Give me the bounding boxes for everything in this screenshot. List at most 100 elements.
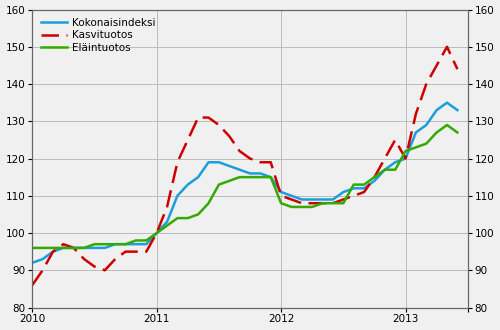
Eläintuotos [402,149,408,153]
Kasvituotos [424,82,430,86]
Kasvituotos [299,201,305,205]
Kasvituotos [29,283,35,287]
Kasvituotos [402,156,408,160]
Kokonaisindeksi [372,179,378,183]
Kokonaisindeksi [402,156,408,160]
Kasvituotos [112,257,118,261]
Kokonaisindeksi [226,164,232,168]
Kasvituotos [70,246,76,250]
Kokonaisindeksi [216,160,222,164]
Kokonaisindeksi [112,242,118,246]
Eläintuotos [278,201,284,205]
Kasvituotos [40,268,46,272]
Kokonaisindeksi [195,175,201,179]
Eläintuotos [112,242,118,246]
Eläintuotos [40,246,46,250]
Kasvituotos [50,250,56,254]
Kokonaisindeksi [122,242,128,246]
Kasvituotos [392,138,398,142]
Kokonaisindeksi [413,130,419,134]
Kasvituotos [185,138,191,142]
Eläintuotos [29,246,35,250]
Kokonaisindeksi [154,231,160,235]
Eläintuotos [247,175,253,179]
Kokonaisindeksi [299,198,305,202]
Kasvituotos [320,201,326,205]
Eläintuotos [102,242,108,246]
Eläintuotos [382,168,388,172]
Line: Eläintuotos: Eläintuotos [32,125,458,248]
Eläintuotos [70,246,76,250]
Kokonaisindeksi [309,198,315,202]
Eläintuotos [434,130,440,134]
Kasvituotos [102,268,108,272]
Kokonaisindeksi [288,194,294,198]
Kokonaisindeksi [340,190,346,194]
Kokonaisindeksi [92,246,98,250]
Kasvituotos [195,115,201,119]
Kasvituotos [81,257,87,261]
Kokonaisindeksi [258,172,264,176]
Eläintuotos [372,175,378,179]
Kokonaisindeksi [50,250,56,254]
Kokonaisindeksi [133,242,139,246]
Eläintuotos [350,182,356,186]
Kokonaisindeksi [268,175,274,179]
Kokonaisindeksi [382,168,388,172]
Line: Kokonaisindeksi: Kokonaisindeksi [32,103,458,263]
Kasvituotos [434,63,440,67]
Eläintuotos [424,142,430,146]
Kokonaisindeksi [247,172,253,176]
Kokonaisindeksi [60,246,66,250]
Eläintuotos [309,205,315,209]
Eläintuotos [154,231,160,235]
Eläintuotos [174,216,180,220]
Kasvituotos [60,242,66,246]
Kasvituotos [268,160,274,164]
Kokonaisindeksi [320,198,326,202]
Eläintuotos [206,201,212,205]
Eläintuotos [288,205,294,209]
Kokonaisindeksi [361,186,367,190]
Kasvituotos [144,250,150,254]
Eläintuotos [60,246,66,250]
Eläintuotos [340,201,346,205]
Kasvituotos [288,198,294,202]
Eläintuotos [133,239,139,243]
Kasvituotos [444,45,450,49]
Kokonaisindeksi [81,246,87,250]
Eläintuotos [50,246,56,250]
Kokonaisindeksi [40,257,46,261]
Kokonaisindeksi [434,108,440,112]
Kasvituotos [247,156,253,160]
Legend: Kokonaisindeksi, Kasvituotos, Eläintuotos: Kokonaisindeksi, Kasvituotos, Eläintuoto… [38,15,158,56]
Line: Kasvituotos: Kasvituotos [32,47,458,285]
Kasvituotos [92,265,98,269]
Kasvituotos [350,194,356,198]
Kasvituotos [154,231,160,235]
Kasvituotos [372,175,378,179]
Eläintuotos [81,246,87,250]
Eläintuotos [92,242,98,246]
Eläintuotos [413,146,419,149]
Kokonaisindeksi [392,160,398,164]
Kokonaisindeksi [278,190,284,194]
Kokonaisindeksi [144,242,150,246]
Eläintuotos [454,130,460,134]
Kasvituotos [309,201,315,205]
Kasvituotos [258,160,264,164]
Kasvituotos [454,67,460,71]
Kasvituotos [382,156,388,160]
Eläintuotos [185,216,191,220]
Eläintuotos [320,201,326,205]
Kasvituotos [174,160,180,164]
Kasvituotos [361,190,367,194]
Kasvituotos [133,250,139,254]
Kasvituotos [206,115,212,119]
Kokonaisindeksi [102,246,108,250]
Eläintuotos [444,123,450,127]
Kasvituotos [340,198,346,202]
Kokonaisindeksi [350,186,356,190]
Eläintuotos [122,242,128,246]
Kokonaisindeksi [206,160,212,164]
